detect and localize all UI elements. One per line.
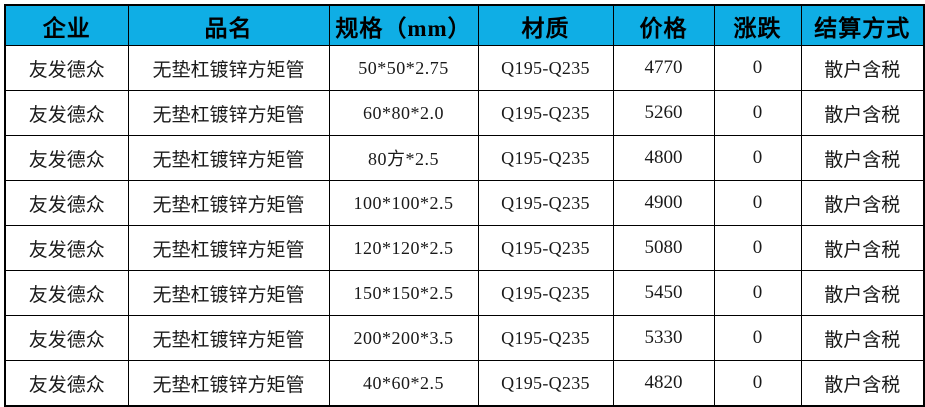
cell-price: 5450 xyxy=(612,270,715,316)
cell-settle: 散户含税 xyxy=(800,315,925,361)
cell-change: 0 xyxy=(713,315,802,361)
cell-product: 无垫杠镀锌方矩管 xyxy=(127,225,330,271)
cell-material: Q195-Q235 xyxy=(477,225,614,271)
cell-product: 无垫杠镀锌方矩管 xyxy=(127,315,330,361)
cell-material: Q195-Q235 xyxy=(477,270,614,316)
table-row: 友发德众 无垫杠镀锌方矩管 150*150*2.5 Q195-Q235 5450… xyxy=(4,270,925,316)
cell-price: 5330 xyxy=(612,315,715,361)
cell-settle: 散户含税 xyxy=(800,360,925,407)
cell-product: 无垫杠镀锌方矩管 xyxy=(127,360,330,407)
table-row: 友发德众 无垫杠镀锌方矩管 50*50*2.75 Q195-Q235 4770 … xyxy=(4,45,925,91)
column-header-product: 品名 xyxy=(127,4,330,46)
cell-price: 4770 xyxy=(612,45,715,91)
cell-settle: 散户含税 xyxy=(800,135,925,181)
column-header-change: 涨跌 xyxy=(713,4,802,46)
column-header-spec: 规格（mm） xyxy=(328,4,479,46)
steel-price-table: 企业 品名 规格（mm） 材质 价格 涨跌 结算方式 友发德众 无垫杠镀锌方矩管… xyxy=(4,4,925,407)
table-row: 友发德众 无垫杠镀锌方矩管 80方*2.5 Q195-Q235 4800 0 散… xyxy=(4,135,925,181)
cell-price: 4800 xyxy=(612,135,715,181)
cell-company: 友发德众 xyxy=(4,90,129,136)
cell-material: Q195-Q235 xyxy=(477,45,614,91)
cell-change: 0 xyxy=(713,225,802,271)
cell-change: 0 xyxy=(713,45,802,91)
cell-settle: 散户含税 xyxy=(800,90,925,136)
cell-company: 友发德众 xyxy=(4,45,129,91)
table-row: 友发德众 无垫杠镀锌方矩管 120*120*2.5 Q195-Q235 5080… xyxy=(4,225,925,271)
cell-settle: 散户含税 xyxy=(800,225,925,271)
cell-price: 5260 xyxy=(612,90,715,136)
cell-product: 无垫杠镀锌方矩管 xyxy=(127,90,330,136)
cell-product: 无垫杠镀锌方矩管 xyxy=(127,45,330,91)
cell-company: 友发德众 xyxy=(4,225,129,271)
cell-product: 无垫杠镀锌方矩管 xyxy=(127,270,330,316)
cell-settle: 散户含税 xyxy=(800,45,925,91)
cell-company: 友发德众 xyxy=(4,360,129,407)
cell-spec: 50*50*2.75 xyxy=(328,45,479,91)
cell-product: 无垫杠镀锌方矩管 xyxy=(127,180,330,226)
cell-price: 4820 xyxy=(612,360,715,407)
cell-company: 友发德众 xyxy=(4,135,129,181)
cell-spec: 60*80*2.0 xyxy=(328,90,479,136)
cell-settle: 散户含税 xyxy=(800,270,925,316)
cell-price: 4900 xyxy=(612,180,715,226)
cell-spec: 80方*2.5 xyxy=(328,135,479,181)
cell-spec: 200*200*3.5 xyxy=(328,315,479,361)
column-header-material: 材质 xyxy=(477,4,614,46)
cell-change: 0 xyxy=(713,135,802,181)
cell-change: 0 xyxy=(713,360,802,407)
cell-change: 0 xyxy=(713,270,802,316)
cell-material: Q195-Q235 xyxy=(477,360,614,407)
table-row: 友发德众 无垫杠镀锌方矩管 100*100*2.5 Q195-Q235 4900… xyxy=(4,180,925,226)
table-body: 友发德众 无垫杠镀锌方矩管 50*50*2.75 Q195-Q235 4770 … xyxy=(4,45,925,407)
cell-spec: 150*150*2.5 xyxy=(328,270,479,316)
cell-change: 0 xyxy=(713,90,802,136)
cell-spec: 120*120*2.5 xyxy=(328,225,479,271)
cell-price: 5080 xyxy=(612,225,715,271)
table-header-row: 企业 品名 规格（mm） 材质 价格 涨跌 结算方式 xyxy=(4,4,925,46)
column-header-price: 价格 xyxy=(612,4,715,46)
cell-spec: 100*100*2.5 xyxy=(328,180,479,226)
table-header: 企业 品名 规格（mm） 材质 价格 涨跌 结算方式 xyxy=(4,4,925,46)
cell-company: 友发德众 xyxy=(4,315,129,361)
cell-material: Q195-Q235 xyxy=(477,315,614,361)
table-row: 友发德众 无垫杠镀锌方矩管 60*80*2.0 Q195-Q235 5260 0… xyxy=(4,90,925,136)
cell-spec: 40*60*2.5 xyxy=(328,360,479,407)
cell-company: 友发德众 xyxy=(4,180,129,226)
cell-material: Q195-Q235 xyxy=(477,135,614,181)
cell-change: 0 xyxy=(713,180,802,226)
cell-material: Q195-Q235 xyxy=(477,180,614,226)
cell-company: 友发德众 xyxy=(4,270,129,316)
cell-settle: 散户含税 xyxy=(800,180,925,226)
cell-material: Q195-Q235 xyxy=(477,90,614,136)
column-header-settle: 结算方式 xyxy=(800,4,925,46)
cell-product: 无垫杠镀锌方矩管 xyxy=(127,135,330,181)
table-row: 友发德众 无垫杠镀锌方矩管 40*60*2.5 Q195-Q235 4820 0… xyxy=(4,360,925,407)
column-header-company: 企业 xyxy=(4,4,129,46)
table-row: 友发德众 无垫杠镀锌方矩管 200*200*3.5 Q195-Q235 5330… xyxy=(4,315,925,361)
